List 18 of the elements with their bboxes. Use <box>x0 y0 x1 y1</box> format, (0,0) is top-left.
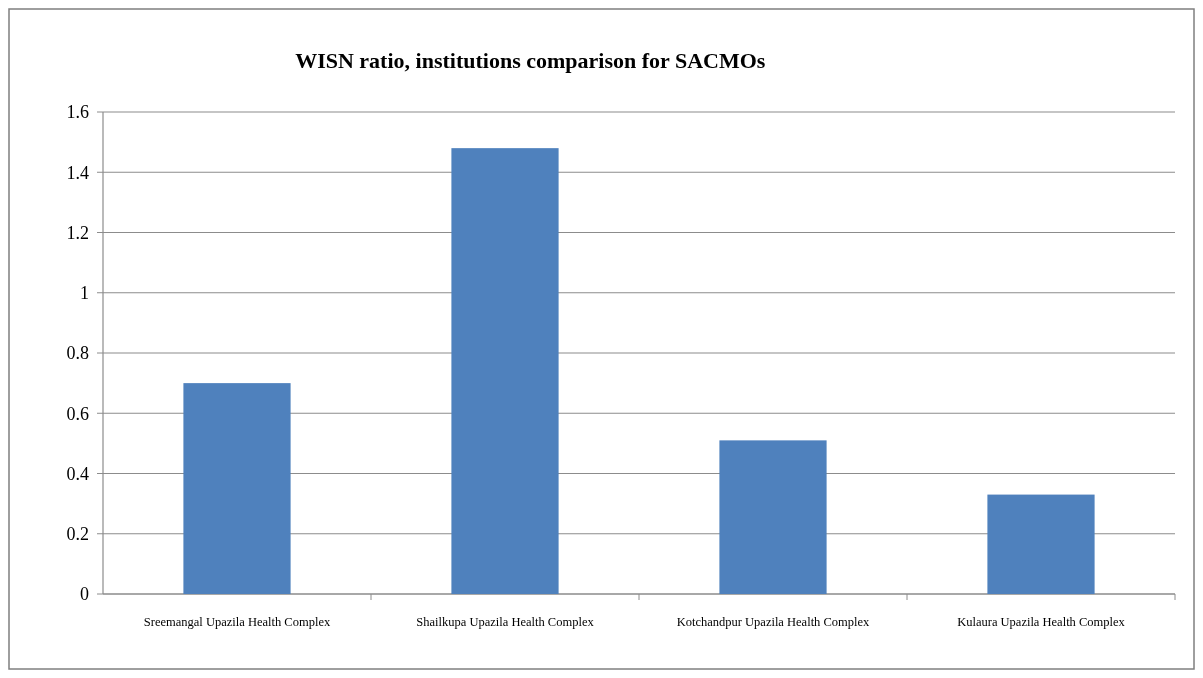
y-tick-label: 1.6 <box>66 102 89 123</box>
x-tick-label: Sreemangal Upazila Health Complex <box>143 615 331 629</box>
bar <box>719 440 827 594</box>
y-tick-label: 0.6 <box>66 403 89 424</box>
bar <box>183 383 291 594</box>
x-tick-label: Kotchandpur Upazila Health Complex <box>676 615 871 629</box>
chart-title: WISN ratio, institutions comparison for SACMOs <box>295 48 766 73</box>
y-tick-label: 1 <box>80 283 89 304</box>
y-tick-label: 0 <box>80 584 89 605</box>
y-tick-label: 1.2 <box>66 222 89 243</box>
y-tick-label: 1.4 <box>66 162 89 183</box>
y-tick-label: 0.2 <box>66 524 89 545</box>
x-tick-label: Shailkupa Upazila Health Complex <box>416 615 595 629</box>
bar <box>987 494 1095 594</box>
x-tick-label: Kulaura Upazila Health Complex <box>957 615 1126 629</box>
bar <box>451 148 559 594</box>
y-tick-label: 0.8 <box>66 343 89 364</box>
y-tick-label: 0.4 <box>66 463 89 484</box>
